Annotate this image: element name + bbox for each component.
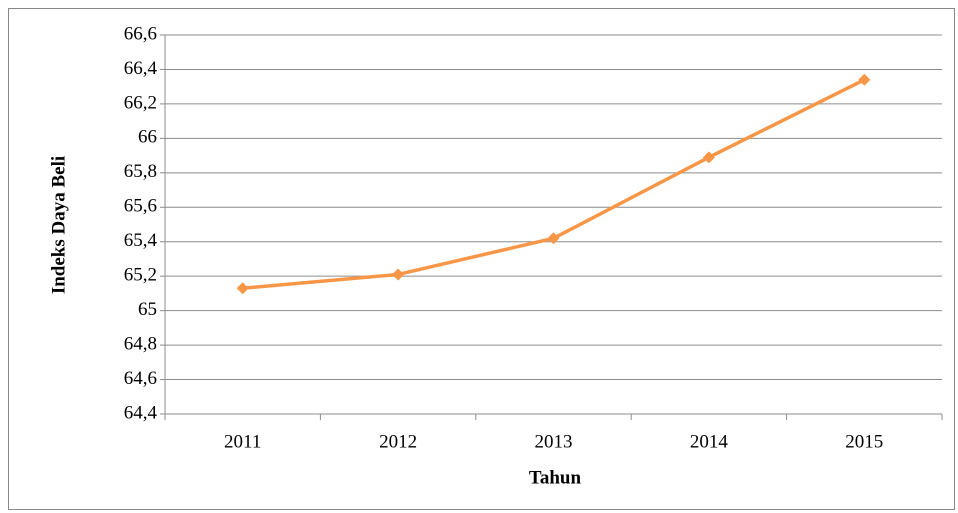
x-tick-label: 2015 <box>845 431 883 452</box>
x-axis-label: Tahun <box>529 467 582 488</box>
y-tick-label: 64,4 <box>124 402 158 423</box>
data-point <box>858 73 871 86</box>
y-tick-label: 65 <box>138 299 157 320</box>
x-tick-label: 2014 <box>690 431 729 452</box>
y-tick-label: 65,8 <box>124 161 157 182</box>
x-tick-label: 2013 <box>535 431 573 452</box>
data-point <box>547 232 560 245</box>
data-point <box>702 151 715 164</box>
y-tick-label: 64,8 <box>124 333 157 354</box>
y-tick-label: 64,6 <box>124 368 157 389</box>
y-tick-label: 66 <box>138 127 157 148</box>
y-tick-label: 66,2 <box>124 92 157 113</box>
y-axis-label: Indeks Daya Beli <box>48 156 69 294</box>
y-tick-label: 66,6 <box>124 23 157 44</box>
data-point <box>236 282 249 295</box>
x-tick-label: 2011 <box>224 431 261 452</box>
x-tick-label: 2012 <box>379 431 417 452</box>
chart-border <box>8 8 955 510</box>
y-tick-label: 65,6 <box>124 196 157 217</box>
y-tick-label: 65,4 <box>124 230 158 251</box>
data-point <box>392 268 405 281</box>
y-tick-label: 66,4 <box>124 58 158 79</box>
y-tick-label: 65,2 <box>124 265 157 286</box>
